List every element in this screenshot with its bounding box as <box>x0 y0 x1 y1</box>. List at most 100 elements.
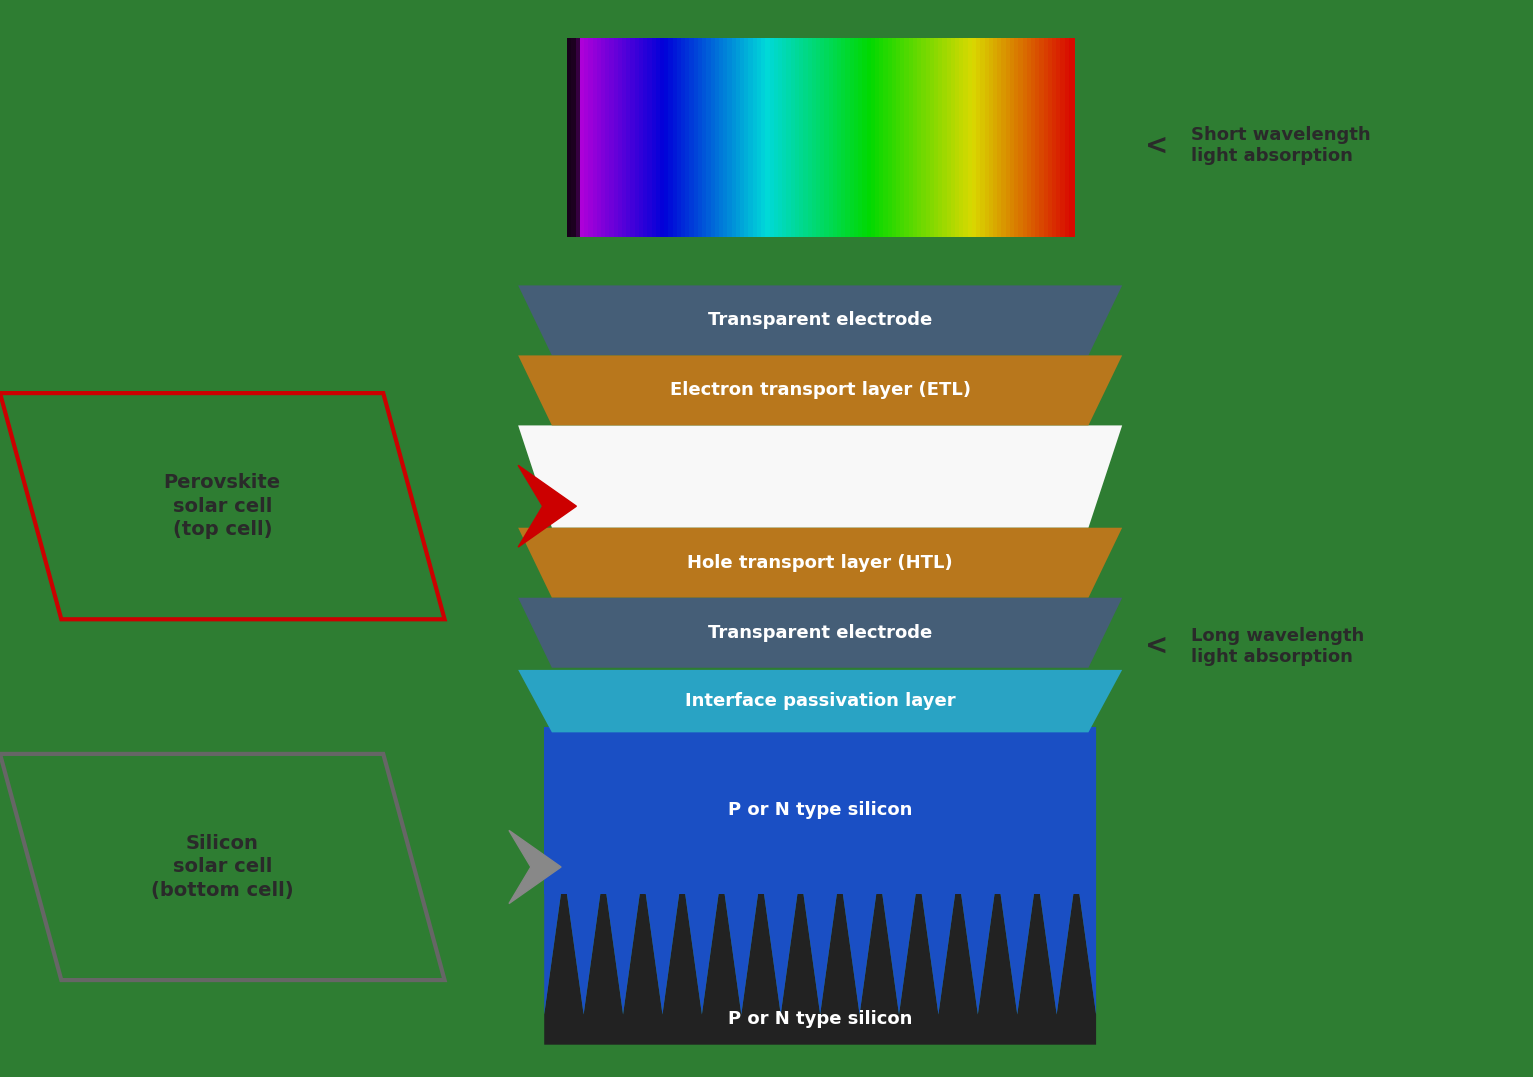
Text: Transparent electrode: Transparent electrode <box>708 311 932 330</box>
Bar <box>1064 38 1070 237</box>
Bar <box>690 38 696 237</box>
Bar <box>820 38 826 237</box>
Bar <box>656 38 662 237</box>
Bar <box>727 38 733 237</box>
Bar <box>938 38 944 237</box>
Bar <box>579 38 586 237</box>
Text: Long wavelength
light absorption: Long wavelength light absorption <box>1191 627 1364 666</box>
Bar <box>828 38 834 237</box>
Bar <box>782 38 788 237</box>
Bar <box>760 38 766 237</box>
Bar <box>731 38 737 237</box>
Bar <box>895 38 901 237</box>
Bar <box>909 38 914 237</box>
Bar <box>912 38 918 237</box>
Bar <box>714 38 721 237</box>
Bar <box>673 38 678 237</box>
Bar <box>803 38 809 237</box>
Bar <box>808 38 812 237</box>
Bar <box>955 38 961 237</box>
Text: P or N type silicon: P or N type silicon <box>728 1010 912 1027</box>
Bar <box>1027 38 1033 237</box>
Bar <box>770 38 776 237</box>
Bar <box>825 38 831 237</box>
Bar <box>1023 38 1029 237</box>
Bar <box>1044 38 1049 237</box>
Bar <box>668 38 675 237</box>
Bar <box>630 38 636 237</box>
Polygon shape <box>518 670 1122 732</box>
Bar <box>832 38 839 237</box>
Bar <box>1010 38 1015 237</box>
Bar <box>693 38 699 237</box>
Bar <box>786 38 793 237</box>
Bar <box>812 38 817 237</box>
Text: Perovskite
solar cell
(top cell): Perovskite solar cell (top cell) <box>164 473 281 540</box>
Bar <box>664 38 670 237</box>
Bar <box>1035 38 1041 237</box>
Bar <box>862 38 868 237</box>
Bar <box>960 38 966 237</box>
Bar <box>744 38 750 237</box>
Bar <box>934 38 940 237</box>
Bar <box>592 38 598 237</box>
Bar <box>984 38 990 237</box>
Bar <box>996 38 1003 237</box>
Polygon shape <box>544 727 1096 1015</box>
Bar <box>888 38 894 237</box>
Bar <box>794 38 800 237</box>
Bar <box>858 38 865 237</box>
Bar <box>724 38 730 237</box>
Bar <box>837 38 843 237</box>
Bar <box>1006 38 1012 237</box>
Bar <box>1052 38 1058 237</box>
Bar <box>618 38 624 237</box>
Polygon shape <box>518 285 1122 355</box>
Bar <box>774 38 779 237</box>
Bar <box>845 38 851 237</box>
Bar <box>625 38 632 237</box>
Bar <box>866 38 872 237</box>
Bar <box>904 38 911 237</box>
Bar <box>1056 38 1062 237</box>
Bar <box>685 38 691 237</box>
Bar <box>943 38 947 237</box>
Bar <box>1039 38 1046 237</box>
Bar <box>972 38 978 237</box>
Text: <: < <box>1145 131 1168 159</box>
Bar <box>707 38 711 237</box>
Bar <box>799 38 805 237</box>
Text: <: < <box>1145 632 1168 660</box>
Bar <box>622 38 629 237</box>
Bar <box>1047 38 1053 237</box>
Bar <box>1018 38 1024 237</box>
Bar <box>977 38 981 237</box>
Bar <box>921 38 927 237</box>
Text: Hole transport layer (HTL): Hole transport layer (HTL) <box>687 554 954 572</box>
Bar <box>1015 38 1019 237</box>
Text: Transparent electrode: Transparent electrode <box>708 624 932 642</box>
Bar <box>748 38 754 237</box>
Bar <box>698 38 704 237</box>
Text: Short wavelength
light absorption: Short wavelength light absorption <box>1191 126 1371 165</box>
Bar <box>989 38 995 237</box>
Polygon shape <box>518 425 1122 528</box>
Bar <box>917 38 923 237</box>
Bar <box>993 38 1000 237</box>
Bar <box>875 38 880 237</box>
Bar <box>702 38 708 237</box>
Bar <box>606 38 610 237</box>
Bar <box>849 38 855 237</box>
Text: Interface passivation layer: Interface passivation layer <box>685 693 955 710</box>
Bar <box>736 38 742 237</box>
Bar <box>584 38 590 237</box>
Bar <box>816 38 822 237</box>
Bar <box>647 38 653 237</box>
Bar <box>710 38 716 237</box>
Polygon shape <box>518 465 576 547</box>
Bar <box>892 38 898 237</box>
Bar <box>981 38 986 237</box>
Bar <box>740 38 745 237</box>
Bar <box>642 38 648 237</box>
Bar <box>967 38 973 237</box>
